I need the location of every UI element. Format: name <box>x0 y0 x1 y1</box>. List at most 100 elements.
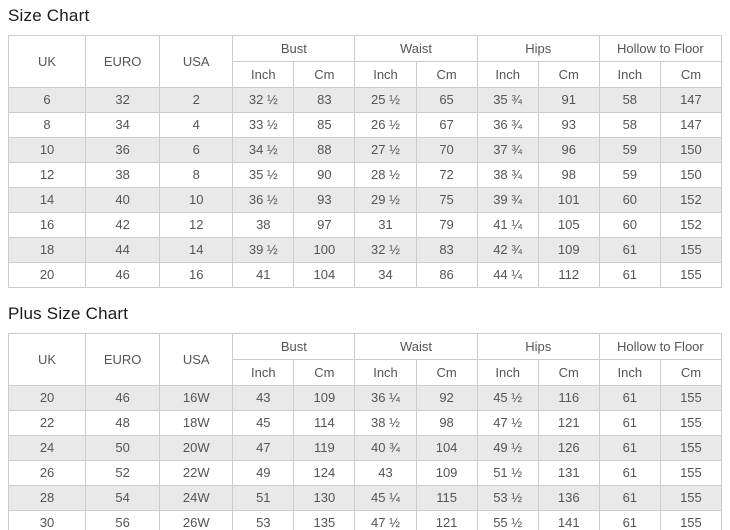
table-cell: 116 <box>537 385 600 411</box>
table-cell: 150 <box>659 162 723 188</box>
table-cell: 43 <box>232 385 295 411</box>
sub-header-hips-inch: Inch <box>476 61 539 88</box>
table-cell: 24 <box>7 435 87 461</box>
table-cell: 131 <box>537 460 600 486</box>
table-cell: 121 <box>537 410 600 436</box>
table-cell: 83 <box>415 237 478 263</box>
table-cell: 155 <box>659 385 723 411</box>
column-header-usa: USA <box>159 333 234 386</box>
table-cell: 104 <box>293 262 356 288</box>
table-cell: 90 <box>293 162 356 188</box>
table-cell: 16 <box>159 262 234 288</box>
table-cell: 114 <box>293 410 356 436</box>
table-cell: 124 <box>293 460 356 486</box>
table-cell: 22 <box>7 410 87 436</box>
table-cell: 46 <box>85 262 161 288</box>
sub-header-waist-cm: Cm <box>415 61 478 88</box>
table-cell: 41 <box>232 262 295 288</box>
table-cell: 34 ½ <box>232 137 295 163</box>
table-cell: 37 ¾ <box>476 137 539 163</box>
table-cell: 44 ¼ <box>476 262 539 288</box>
table-cell: 8 <box>7 112 87 138</box>
sub-header-hollow-to-floor-cm: Cm <box>659 359 723 386</box>
table-cell: 51 ½ <box>476 460 539 486</box>
table-cell: 61 <box>598 510 661 530</box>
table-cell: 100 <box>293 237 356 263</box>
table-cell: 152 <box>659 212 723 238</box>
table-cell: 115 <box>415 485 478 511</box>
table-cell: 72 <box>415 162 478 188</box>
table-cell: 49 <box>232 460 295 486</box>
table-cell: 24W <box>159 485 234 511</box>
table-cell: 109 <box>293 385 356 411</box>
table-cell: 61 <box>598 485 661 511</box>
column-header-uk: UK <box>7 35 87 88</box>
sub-header-waist-cm: Cm <box>415 359 478 386</box>
table-cell: 152 <box>659 187 723 213</box>
table-cell: 61 <box>598 410 661 436</box>
table-cell: 75 <box>415 187 478 213</box>
table-cell: 47 <box>232 435 295 461</box>
column-header-euro: EURO <box>85 35 161 88</box>
table-row: 20 46 16 41 104 34 86 44 ¼ 112 61 155 <box>7 262 723 288</box>
table-cell: 30 <box>7 510 87 530</box>
table-cell: 65 <box>415 87 478 113</box>
table-cell: 109 <box>537 237 600 263</box>
table-cell: 14 <box>159 237 234 263</box>
table-cell: 25 ½ <box>354 87 417 113</box>
table-header: UK EURO USA Bust Waist Hips Hollow to Floor Inc… <box>7 35 723 88</box>
table-cell: 10 <box>159 187 234 213</box>
table-cell: 8 <box>159 162 234 188</box>
table-cell: 20 <box>7 385 87 411</box>
table-cell: 36 <box>85 137 161 163</box>
table-cell: 56 <box>85 510 161 530</box>
sub-header-hollow-to-floor-inch: Inch <box>598 61 661 88</box>
table-cell: 79 <box>415 212 478 238</box>
table-cell: 61 <box>598 460 661 486</box>
table-cell: 28 ½ <box>354 162 417 188</box>
table-cell: 61 <box>598 237 661 263</box>
table-cell: 55 ½ <box>476 510 539 530</box>
table-cell: 61 <box>598 385 661 411</box>
table-row: 6 32 2 32 ½ 83 25 ½ 65 35 ¾ 91 58 147 <box>7 87 723 113</box>
table-cell: 155 <box>659 485 723 511</box>
table-cell: 43 <box>354 460 417 486</box>
table-cell: 121 <box>415 510 478 530</box>
table-cell: 155 <box>659 262 723 288</box>
table-cell: 6 <box>159 137 234 163</box>
table-cell: 12 <box>7 162 87 188</box>
table-cell: 155 <box>659 510 723 530</box>
table-cell: 59 <box>598 162 661 188</box>
table-cell: 104 <box>415 435 478 461</box>
plus-size-chart-title: Plus Size Chart <box>8 304 129 323</box>
table-body: 6 32 2 32 ½ 83 25 ½ 65 35 ¾ 91 58 147 8 34 4 33 ½ 85 26 … <box>7 87 723 288</box>
table-cell: 51 <box>232 485 295 511</box>
table-cell: 61 <box>598 262 661 288</box>
table-cell: 32 ½ <box>232 87 295 113</box>
table-cell: 86 <box>415 262 478 288</box>
table-cell: 34 <box>85 112 161 138</box>
table-cell: 14 <box>7 187 87 213</box>
table-cell: 27 ½ <box>354 137 417 163</box>
table-cell: 93 <box>293 187 356 213</box>
size-chart-section: Size Chart UK EURO USA Bust Waist Hips Hollow … <box>7 6 723 288</box>
table-cell: 147 <box>659 87 723 113</box>
table-cell: 36 ¼ <box>354 385 417 411</box>
table-cell: 10 <box>7 137 87 163</box>
table-cell: 88 <box>293 137 356 163</box>
group-header-hips: Hips <box>476 333 600 360</box>
sub-header-waist-inch: Inch <box>354 61 417 88</box>
table-cell: 49 ½ <box>476 435 539 461</box>
table-row: 22 48 18W 45 114 38 ½ 98 47 ½ 121 61 155 <box>7 410 723 436</box>
table-cell: 96 <box>537 137 600 163</box>
table-cell: 45 ¼ <box>354 485 417 511</box>
table-cell: 16W <box>159 385 234 411</box>
table-cell: 60 <box>598 212 661 238</box>
table-cell: 67 <box>415 112 478 138</box>
table-cell: 36 ¾ <box>476 112 539 138</box>
table-cell: 135 <box>293 510 356 530</box>
table-cell: 20 <box>7 262 87 288</box>
table-cell: 39 ½ <box>232 237 295 263</box>
table-cell: 38 <box>85 162 161 188</box>
table-cell: 47 ½ <box>354 510 417 530</box>
